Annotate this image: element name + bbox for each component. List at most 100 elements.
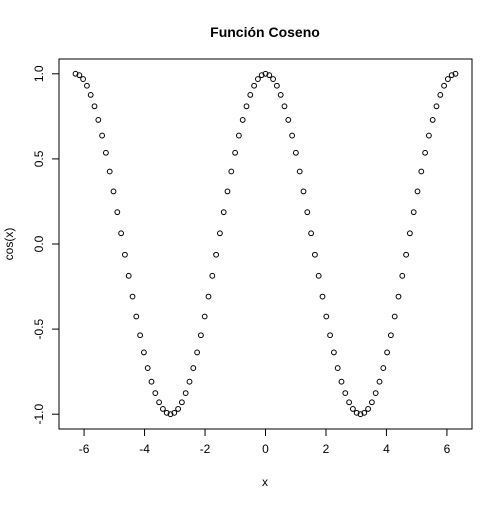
data-point — [121, 251, 128, 258]
data-point — [334, 365, 341, 371]
data-point — [84, 82, 90, 89]
data-points — [72, 70, 459, 418]
y-tick-label: -1.0 — [32, 404, 46, 425]
data-point — [91, 103, 98, 110]
data-point — [235, 132, 242, 139]
data-point — [395, 293, 402, 300]
data-point — [448, 72, 455, 79]
y-axis-label: cos(x) — [2, 228, 16, 261]
data-point — [224, 188, 231, 195]
data-point — [452, 70, 459, 77]
data-point — [312, 251, 318, 258]
data-point — [426, 132, 432, 139]
data-point — [372, 390, 379, 396]
data-point — [349, 406, 356, 412]
data-point — [137, 332, 144, 339]
data-point — [99, 132, 105, 139]
data-point — [365, 406, 371, 412]
data-point — [87, 92, 94, 98]
data-point — [387, 332, 394, 339]
x-tick-label: 4 — [383, 442, 390, 456]
data-point — [232, 149, 239, 156]
data-point — [217, 230, 223, 237]
data-point — [429, 117, 436, 123]
data-point — [160, 406, 166, 412]
y-tick-label: -0.5 — [32, 318, 46, 339]
data-point — [186, 378, 193, 385]
data-point — [327, 332, 333, 339]
data-point — [315, 272, 322, 279]
x-axis: -6 -4 -2 0 2 4 6 — [79, 428, 451, 456]
plot-area — [58, 58, 473, 430]
data-point — [384, 349, 390, 356]
data-point — [406, 230, 413, 237]
data-point — [152, 390, 159, 396]
data-point — [270, 76, 276, 82]
y-tick-label: 0.0 — [32, 235, 46, 252]
data-point — [444, 76, 451, 82]
data-point — [220, 209, 227, 216]
data-point — [144, 365, 151, 371]
data-point — [292, 149, 299, 156]
data-point — [319, 293, 326, 300]
data-point — [342, 390, 349, 396]
data-point — [422, 149, 428, 156]
x-tick-label: 2 — [323, 442, 330, 456]
data-point — [296, 168, 303, 175]
data-point — [190, 365, 197, 371]
data-point — [95, 117, 102, 123]
data-point — [148, 378, 155, 385]
data-point — [106, 168, 113, 175]
data-point — [369, 399, 375, 406]
y-tick-label: 0.5 — [32, 150, 46, 167]
data-point — [175, 406, 182, 412]
data-point — [167, 411, 174, 418]
data-point — [182, 390, 189, 396]
data-point — [281, 103, 288, 110]
data-point — [308, 230, 314, 237]
chart-title: Función Coseno — [210, 24, 320, 40]
data-point — [247, 92, 254, 98]
x-tick-label: -2 — [200, 442, 211, 456]
data-point — [171, 409, 178, 416]
data-point — [76, 72, 83, 79]
data-point — [399, 272, 406, 279]
data-point — [304, 209, 311, 216]
data-point — [129, 293, 136, 300]
data-point — [346, 399, 353, 406]
data-point — [361, 409, 368, 416]
data-point — [441, 82, 447, 89]
data-point — [330, 349, 337, 356]
x-axis-label: x — [262, 475, 268, 489]
data-point — [323, 313, 330, 320]
data-point — [380, 365, 387, 371]
data-point — [103, 149, 109, 156]
data-point — [289, 132, 296, 139]
data-point — [300, 188, 307, 195]
data-point — [258, 72, 265, 79]
data-point — [255, 76, 261, 82]
data-point — [410, 209, 417, 216]
data-point — [285, 117, 292, 123]
data-point — [262, 70, 269, 77]
data-point — [273, 82, 280, 89]
data-point — [277, 92, 284, 98]
data-point — [201, 313, 208, 320]
data-point — [194, 349, 201, 356]
data-point — [251, 82, 258, 89]
data-point — [118, 230, 125, 237]
data-point — [209, 272, 216, 279]
data-point — [266, 72, 273, 79]
data-point — [433, 103, 440, 110]
data-point — [133, 313, 140, 320]
data-point — [198, 332, 204, 339]
data-point — [357, 411, 364, 418]
data-point — [228, 168, 235, 175]
data-point — [163, 409, 170, 416]
data-point — [110, 188, 117, 195]
data-point — [80, 76, 87, 82]
x-tick-label: 6 — [444, 442, 451, 456]
data-point — [141, 349, 147, 356]
data-point — [418, 168, 425, 175]
